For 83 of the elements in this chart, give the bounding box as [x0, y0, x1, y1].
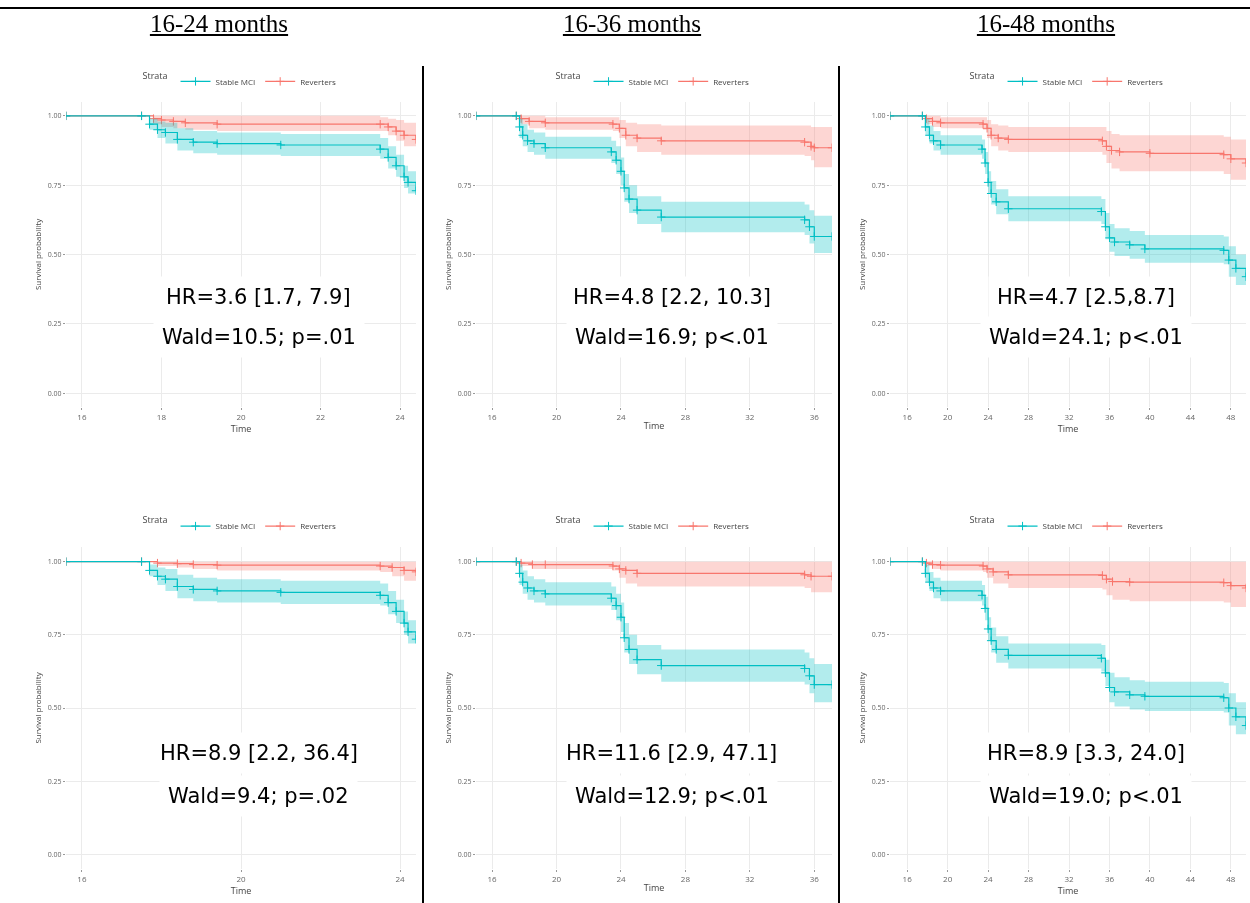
x-tick-label: 40	[1145, 410, 1155, 422]
x-tick-label: 32	[745, 872, 755, 884]
x-tick-label: 28	[1023, 872, 1034, 884]
legend-label: Stable MCI	[215, 520, 256, 532]
legend-label: Stable MCI	[1042, 75, 1083, 87]
x-axis-title: Time	[230, 883, 252, 897]
x-tick-label: 16	[902, 410, 913, 422]
annotation: Wald=12.9; p<.01	[575, 784, 769, 808]
legend-label: Stable MCI	[628, 75, 669, 87]
legend-label: Stable MCI	[628, 520, 669, 532]
x-tick-label: 20	[236, 410, 246, 422]
legend-label: Stable MCI	[1042, 520, 1083, 532]
x-tick-label: 44	[1185, 410, 1196, 422]
x-tick-label: 16	[902, 872, 913, 884]
legend-label: Stable MCI	[215, 75, 256, 87]
x-tick-label: 16	[77, 872, 87, 884]
x-tick-label: 48	[1226, 410, 1236, 422]
legend-title: Strata	[969, 513, 995, 527]
x-tick-label: 20	[551, 872, 562, 884]
legend-title: Strata	[142, 513, 168, 527]
x-tick-label: 36	[1104, 410, 1115, 422]
legend-label: Reverters	[300, 75, 336, 87]
chart-title: 16-36 months	[561, 10, 703, 39]
x-tick-label: 28	[680, 410, 691, 422]
x-tick-label: 28	[680, 872, 691, 884]
legend-title: Strata	[555, 68, 581, 82]
annotation: HR=3.6 [1.7, 7.9]	[166, 285, 351, 309]
y-axis-title: Survival probability	[442, 671, 454, 744]
y-axis-title: Survival probability	[856, 217, 868, 291]
x-tick-label: 20	[236, 872, 246, 884]
x-tick-label: 16	[487, 872, 498, 884]
x-tick-label: 24	[395, 410, 406, 422]
annotation: HR=4.8 [2.2, 10.3]	[573, 285, 771, 309]
x-tick-label: 36	[809, 872, 820, 884]
x-tick-label: 22	[315, 410, 326, 422]
legend-label: Reverters	[1127, 75, 1163, 87]
x-axis-title: Time	[643, 419, 665, 433]
x-tick-label: 24	[983, 410, 994, 422]
x-axis-title: Time	[1057, 421, 1079, 435]
annotation: Wald=10.5; p=.01	[162, 325, 356, 349]
x-tick-label: 16	[77, 410, 87, 422]
x-tick-label: 24	[616, 872, 626, 884]
x-tick-label: 16	[487, 410, 498, 422]
y-axis-title: Survival probability	[442, 217, 454, 291]
x-axis-title: Time	[230, 421, 252, 435]
x-tick-label: 24	[616, 410, 626, 422]
y-axis-title: Survival probability	[856, 671, 868, 744]
legend-label: Reverters	[713, 75, 749, 87]
x-tick-label: 32	[1064, 872, 1075, 884]
x-tick-label: 20	[551, 410, 562, 422]
x-tick-label: 44	[1185, 872, 1196, 884]
y-axis-title: Survival probability	[32, 217, 44, 291]
x-axis-title: Time	[1057, 883, 1079, 897]
x-tick-label: 24	[983, 872, 994, 884]
legend-title: Strata	[555, 513, 581, 527]
annotation: Wald=19.0; p<.01	[989, 784, 1183, 808]
annotation: HR=11.6 [2.9, 47.1]	[566, 741, 778, 765]
annotation: Wald=24.1; p<.01	[989, 325, 1183, 349]
x-tick-label: 36	[809, 410, 820, 422]
x-tick-label: 20	[943, 872, 953, 884]
legend-label: Reverters	[1127, 520, 1163, 532]
annotation: HR=4.7 [2.5,8.7]	[997, 285, 1175, 309]
y-axis-title: Survival probability	[32, 671, 44, 744]
annotation: HR=8.9 [2.2, 36.4]	[160, 741, 358, 765]
legend-title: Strata	[142, 68, 168, 82]
legend-title: Strata	[969, 68, 995, 82]
legend-label: Reverters	[300, 520, 336, 532]
x-tick-label: 32	[745, 410, 755, 422]
x-tick-label: 48	[1226, 872, 1236, 884]
x-tick-label: 36	[1104, 872, 1115, 884]
x-tick-label: 20	[943, 410, 953, 422]
legend-label: Reverters	[713, 520, 749, 532]
annotation: HR=8.9 [3.3, 24.0]	[987, 741, 1185, 765]
annotation: Wald=16.9; p<.01	[575, 325, 769, 349]
chart-title: 16-24 months	[148, 10, 290, 39]
chart-title: 16-48 months	[975, 10, 1117, 39]
x-axis-title: Time	[643, 881, 665, 895]
x-tick-label: 28	[1023, 410, 1034, 422]
x-tick-label: 24	[395, 872, 406, 884]
annotation: Wald=9.4; p=.02	[168, 784, 349, 808]
x-tick-label: 32	[1064, 410, 1075, 422]
x-tick-label: 40	[1145, 872, 1155, 884]
x-tick-label: 18	[156, 410, 167, 422]
